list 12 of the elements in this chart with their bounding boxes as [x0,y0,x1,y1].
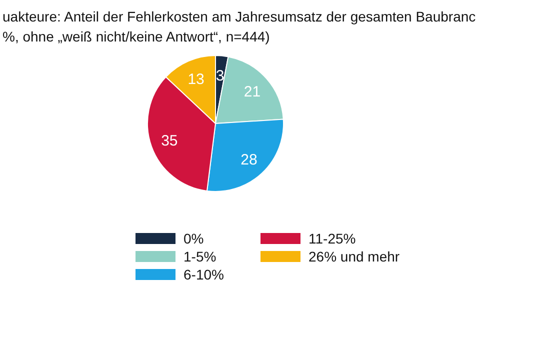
data-label: 35 [161,132,178,150]
chart-title: uakteure: Anteil der Fehlerkosten am Jahresumsatz der gesamten Baubranc [2,8,476,24]
data-label: 3 [216,67,224,84]
legend-label: 0% [184,230,204,246]
chart-subtitle: %, ohne „weiß nicht/keine Antwort“, n=444) [2,28,270,44]
legend-label: 6-10% [184,266,224,282]
data-label: 28 [240,152,258,169]
legend-label: 26% und mehr [308,248,400,264]
data-label: 21 [244,84,261,101]
legend-label: 1-5% [184,248,216,264]
data-label: 13 [188,71,204,88]
legend-label: 11-25% [308,230,356,246]
